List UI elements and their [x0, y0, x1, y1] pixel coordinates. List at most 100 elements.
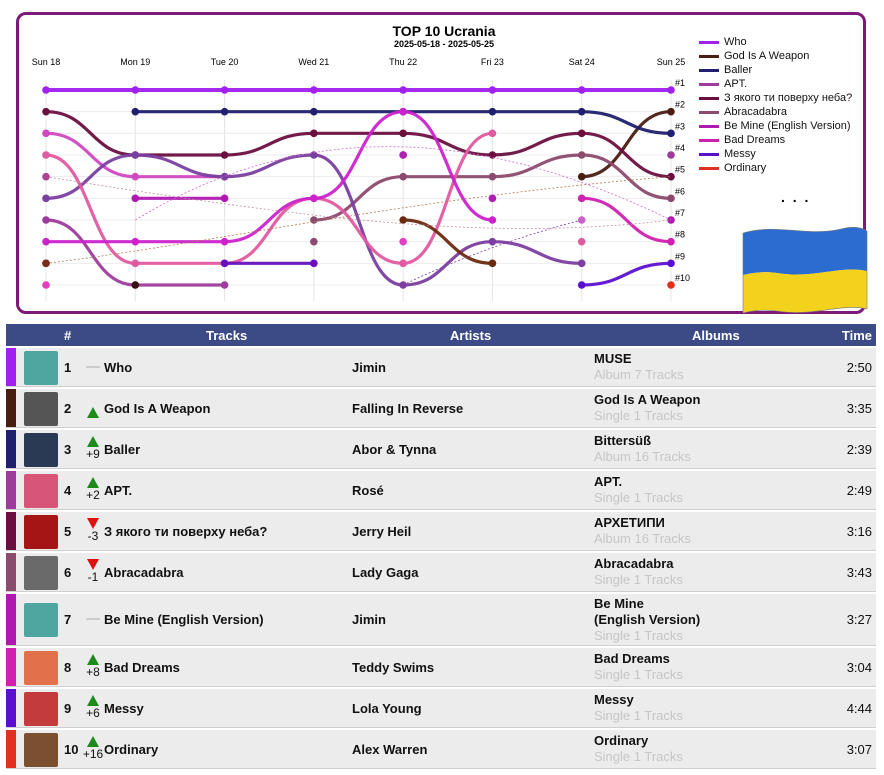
row-color-bar [6, 730, 16, 768]
table-row[interactable]: 2 God Is A Weapon Falling In Reverse God Is… [6, 389, 876, 428]
album-title[interactable]: APT. [594, 474, 623, 489]
series-point-14 [131, 237, 140, 246]
table-row[interactable]: 9 +6 Messy Lola Young Messy Single 1 Tracks 4:… [6, 689, 876, 728]
track-duration: 3:27 [846, 612, 872, 627]
artist-name[interactable]: Falling In Reverse [352, 400, 464, 416]
series-point-12 [42, 194, 50, 203]
track-title[interactable]: Who [104, 359, 133, 375]
marker-point [42, 259, 50, 268]
marker-point [577, 216, 586, 224]
series-point-13 [488, 129, 497, 138]
track-duration: 3:07 [846, 741, 872, 757]
artist-name[interactable]: Jerry Heil [352, 523, 412, 539]
series-point-16 [399, 216, 407, 224]
series-point-1 [577, 86, 586, 94]
legend-label: APT. [724, 78, 748, 90]
rank-number: 10 [64, 741, 79, 757]
rank-change: -1 [82, 559, 104, 584]
series-point-9 [667, 259, 675, 268]
series-point-11 [42, 129, 50, 138]
legend-item: Abracadabra [699, 105, 869, 119]
dotted-connector [45, 176, 672, 264]
series-point-15 [220, 259, 229, 268]
series-point-5 [399, 129, 407, 138]
album-title[interactable]: MUSE [594, 351, 632, 366]
rank-change-value: +16 [82, 747, 104, 761]
series-point-2 [667, 107, 675, 116]
rank-number: 6 [64, 564, 72, 580]
series-point-12 [131, 151, 140, 159]
artist-name[interactable]: Abor & Tynna [352, 441, 437, 457]
series-point-5 [667, 172, 675, 181]
row-color-bar [6, 430, 16, 468]
series-point-1 [667, 86, 675, 94]
album-title[interactable]: God Is A Weapon [594, 392, 701, 407]
table-row[interactable]: 5 -3 З якого ти поверху неба? Jerry Heil АРХ… [6, 512, 876, 551]
marker-point [42, 281, 50, 289]
album-cell: АРХЕТИПИ Album 16 Tracks [594, 515, 691, 547]
x-tick-label: Sun 18 [32, 57, 61, 67]
legend-item: Who [699, 35, 869, 49]
album-title[interactable]: Be Mine [594, 596, 644, 611]
track-title[interactable]: З якого ти поверху неба? [104, 523, 268, 539]
table-row[interactable]: 10 +16 Ordinary Alex Warren Ordinary Single 1… [6, 730, 876, 769]
header-tracks: Tracks [206, 327, 248, 343]
series-line-9 [580, 261, 673, 287]
rank-label: #1 [675, 78, 685, 88]
album-title[interactable]: Messy [594, 692, 634, 707]
series-point-1 [310, 86, 318, 94]
artist-name[interactable]: Alex Warren [352, 741, 428, 757]
rank-change-value: -1 [87, 570, 99, 584]
album-title[interactable]: АРХЕТИПИ [594, 515, 665, 530]
series-point-8 [577, 194, 586, 203]
track-title[interactable]: God Is A Weapon [104, 400, 211, 416]
track-title[interactable]: Abracadabra [104, 564, 184, 580]
marker-point [310, 237, 318, 246]
artist-name[interactable]: Jimin [352, 612, 386, 627]
track-title[interactable]: APT. [104, 482, 133, 498]
track-title[interactable]: Be Mine (English Version) [104, 612, 264, 627]
rank-label: #7 [675, 208, 685, 218]
table-row[interactable]: 7 Be Mine (English Version) Jimin Be Mine (E… [6, 594, 876, 646]
chart-title: TOP 10 Ucrania [393, 23, 496, 39]
track-title[interactable]: Bad Dreams [104, 659, 180, 675]
artist-name[interactable]: Lola Young [352, 700, 422, 716]
table-row[interactable]: 3 +9 Baller Abor & Tynna Bittersüß Album 16 T… [6, 430, 876, 469]
album-title[interactable]: Bad Dreams [594, 651, 670, 666]
table-row[interactable]: 6 -1 Abracadabra Lady Gaga Abracadabra Single… [6, 553, 876, 592]
album-cell: APT. Single 1 Tracks [594, 474, 683, 506]
dotted-connector [135, 146, 672, 221]
artist-name[interactable]: Lady Gaga [352, 564, 419, 580]
legend: Who God Is A Weapon Baller APT. З якого ти п… [699, 35, 869, 175]
album-subtitle: Single 1 Tracks [594, 572, 683, 587]
legend-label: Messy [724, 148, 756, 160]
series-point-10 [667, 281, 675, 289]
series-point-14 [488, 216, 497, 224]
album-title[interactable]: Ordinary [594, 733, 649, 748]
track-title[interactable]: Baller [104, 441, 141, 457]
track-title[interactable]: Ordinary [104, 741, 159, 757]
artist-name[interactable]: Rosé [352, 482, 384, 498]
track-title[interactable]: Messy [104, 700, 144, 716]
artist-name[interactable]: Teddy Swims [352, 659, 435, 675]
x-tick-label: Wed 21 [298, 57, 329, 67]
track-duration: 2:39 [846, 441, 872, 457]
album-title-line2[interactable]: (English Version) [594, 612, 701, 627]
table-row[interactable]: 4 +2 APT. Rosé APT. Single 1 Tracks 2:49 [6, 471, 876, 510]
table-row[interactable]: 8 +8 Bad Dreams Teddy Swims Bad Dreams Single… [6, 648, 876, 687]
table-row[interactable]: 1 Who Jimin MUSE Album 7 Tracks 2:50 [6, 348, 876, 387]
legend-swatch [699, 82, 719, 86]
series-point-3 [488, 107, 497, 116]
artist-name[interactable]: Jimin [352, 359, 386, 375]
album-cell: Ordinary Single 1 Tracks [594, 733, 683, 765]
album-title[interactable]: Bittersüß [594, 433, 652, 448]
album-title[interactable]: Abracadabra [594, 556, 674, 571]
series-point-1 [488, 86, 497, 94]
rank-up-icon [87, 406, 99, 418]
legend-label: Ordinary [724, 162, 767, 174]
row-color-bar [6, 648, 16, 686]
track-duration: 2:49 [846, 482, 872, 498]
rank-change [82, 406, 104, 418]
rank-down-icon [87, 518, 99, 529]
rank-label: #5 [675, 165, 685, 175]
